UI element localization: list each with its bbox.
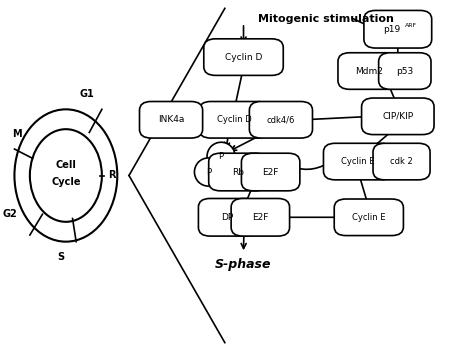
FancyBboxPatch shape bbox=[334, 199, 403, 236]
Text: Cycle: Cycle bbox=[51, 178, 81, 187]
Text: E2F: E2F bbox=[263, 167, 279, 177]
FancyBboxPatch shape bbox=[204, 39, 283, 75]
FancyBboxPatch shape bbox=[231, 198, 290, 236]
Text: Mdm2: Mdm2 bbox=[355, 67, 383, 75]
Text: INK4a: INK4a bbox=[158, 115, 184, 124]
Text: Cyclin E: Cyclin E bbox=[341, 157, 375, 166]
FancyBboxPatch shape bbox=[249, 101, 312, 138]
FancyBboxPatch shape bbox=[362, 98, 434, 134]
Text: E2F: E2F bbox=[252, 213, 269, 222]
FancyBboxPatch shape bbox=[209, 153, 267, 191]
Ellipse shape bbox=[207, 142, 235, 171]
FancyBboxPatch shape bbox=[323, 143, 392, 180]
Text: Rb: Rb bbox=[232, 167, 244, 177]
Text: Mitogenic stimulation: Mitogenic stimulation bbox=[257, 14, 393, 24]
Text: cdk4/6: cdk4/6 bbox=[267, 115, 295, 124]
FancyBboxPatch shape bbox=[199, 101, 269, 138]
FancyBboxPatch shape bbox=[139, 101, 202, 138]
Text: Cyclin D: Cyclin D bbox=[217, 115, 252, 124]
Ellipse shape bbox=[30, 129, 102, 222]
FancyBboxPatch shape bbox=[373, 143, 430, 180]
Text: S: S bbox=[58, 252, 65, 262]
FancyBboxPatch shape bbox=[364, 11, 432, 48]
Text: Cyclin E: Cyclin E bbox=[352, 213, 385, 222]
Text: ARF: ARF bbox=[405, 22, 417, 28]
Ellipse shape bbox=[14, 110, 117, 241]
Text: p19: p19 bbox=[383, 25, 401, 34]
Text: CIP/KIP: CIP/KIP bbox=[382, 112, 413, 121]
FancyBboxPatch shape bbox=[379, 53, 431, 89]
FancyBboxPatch shape bbox=[199, 198, 257, 236]
Text: cdk 2: cdk 2 bbox=[390, 157, 413, 166]
Text: Cell: Cell bbox=[55, 160, 76, 170]
FancyBboxPatch shape bbox=[241, 153, 300, 191]
Text: P: P bbox=[206, 167, 211, 177]
Text: DP: DP bbox=[221, 213, 234, 222]
Text: M: M bbox=[12, 129, 22, 139]
Ellipse shape bbox=[194, 158, 222, 186]
Text: p53: p53 bbox=[396, 67, 413, 75]
Text: R: R bbox=[109, 171, 116, 180]
FancyBboxPatch shape bbox=[338, 53, 400, 89]
Text: Cyclin D: Cyclin D bbox=[225, 53, 262, 62]
Text: G1: G1 bbox=[80, 89, 94, 99]
Text: P: P bbox=[219, 152, 224, 161]
Text: G2: G2 bbox=[2, 209, 17, 219]
Text: S-phase: S-phase bbox=[215, 258, 272, 271]
